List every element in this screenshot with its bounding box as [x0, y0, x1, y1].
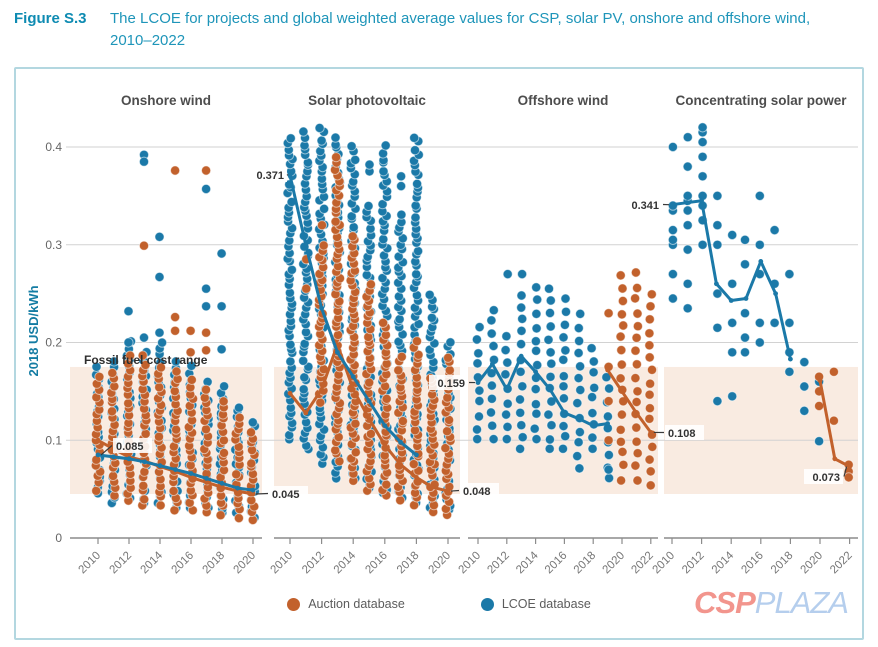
svg-text:2012: 2012 — [108, 550, 135, 577]
svg-text:0.2: 0.2 — [45, 336, 62, 350]
svg-text:2012: 2012 — [300, 550, 327, 577]
chart-box: 0 0.1 0.2 0.3 0.4 2018 USD/kWh Onshore wind 0.0… — [14, 67, 864, 640]
svg-text:2010: 2010 — [457, 550, 484, 577]
legend-label-auction: Auction database — [308, 597, 405, 611]
svg-text:2018: 2018 — [769, 550, 796, 577]
svg-text:0.108: 0.108 — [668, 428, 696, 440]
svg-text:2016: 2016 — [170, 550, 197, 577]
csp-logo-text: CSP — [694, 585, 756, 620]
svg-text:2018: 2018 — [201, 550, 228, 577]
figure-header: Figure S.3 The LCOE for projects and glob… — [14, 8, 864, 52]
svg-text:2012: 2012 — [680, 550, 707, 577]
svg-text:Onshore wind: Onshore wind — [121, 93, 211, 108]
svg-text:2020: 2020 — [232, 550, 259, 577]
svg-text:2018 USD/kWh: 2018 USD/kWh — [26, 285, 41, 376]
svg-text:0.341: 0.341 — [631, 200, 659, 212]
svg-text:2022: 2022 — [629, 550, 656, 577]
svg-text:2012: 2012 — [485, 550, 512, 577]
legend-label-lcoe: LCOE database — [501, 597, 591, 611]
svg-text:0.085: 0.085 — [116, 441, 144, 453]
svg-text:2018: 2018 — [572, 550, 599, 577]
legend-item-lcoe: LCOE database — [480, 597, 591, 611]
plaza-logo-text: PLAZA — [754, 585, 849, 620]
svg-text:2014: 2014 — [139, 549, 166, 576]
figure-label: Figure S.3 — [14, 10, 87, 27]
svg-text:Solar photovoltaic: Solar photovoltaic — [308, 93, 426, 108]
svg-text:2018: 2018 — [395, 550, 422, 577]
svg-text:Concentrating solar power: Concentrating solar power — [675, 93, 847, 108]
svg-text:2014: 2014 — [332, 549, 359, 576]
svg-text:2010: 2010 — [77, 550, 104, 577]
svg-text:2016: 2016 — [739, 550, 766, 577]
lcoe-dot-icon — [480, 597, 494, 611]
figure-title: The LCOE for projects and global weighte… — [110, 10, 811, 49]
svg-text:2020: 2020 — [799, 550, 826, 577]
svg-text:0: 0 — [55, 531, 62, 545]
svg-text:0.045: 0.045 — [272, 489, 300, 501]
svg-text:0.371: 0.371 — [256, 170, 284, 182]
svg-text:2020: 2020 — [601, 550, 628, 577]
auction-dot-icon — [287, 597, 301, 611]
svg-text:2016: 2016 — [363, 550, 390, 577]
svg-text:2014: 2014 — [710, 549, 737, 576]
csp-plaza-logo: CSPPLAZA — [694, 585, 849, 621]
svg-text:2010: 2010 — [269, 550, 296, 577]
svg-text:2016: 2016 — [543, 550, 570, 577]
svg-text:0.159: 0.159 — [437, 378, 465, 390]
svg-text:2014: 2014 — [514, 549, 541, 576]
svg-text:0.3: 0.3 — [45, 238, 62, 252]
svg-text:Offshore wind: Offshore wind — [518, 93, 609, 108]
legend: Auction database LCOE database — [16, 597, 862, 611]
legend-item-auction: Auction database — [287, 597, 405, 611]
svg-text:2020: 2020 — [427, 550, 454, 577]
svg-text:0.1: 0.1 — [45, 433, 62, 447]
lcoe-chart: 0 0.1 0.2 0.3 0.4 2018 USD/kWh Onshore wind 0.0… — [16, 69, 862, 596]
svg-text:0.4: 0.4 — [45, 140, 62, 154]
svg-text:Fossil fuel cost range: Fossil fuel cost range — [84, 353, 208, 367]
svg-text:2022: 2022 — [828, 550, 855, 577]
svg-text:0.073: 0.073 — [812, 472, 840, 484]
svg-text:0.048: 0.048 — [463, 486, 491, 498]
svg-text:2010: 2010 — [651, 550, 678, 577]
